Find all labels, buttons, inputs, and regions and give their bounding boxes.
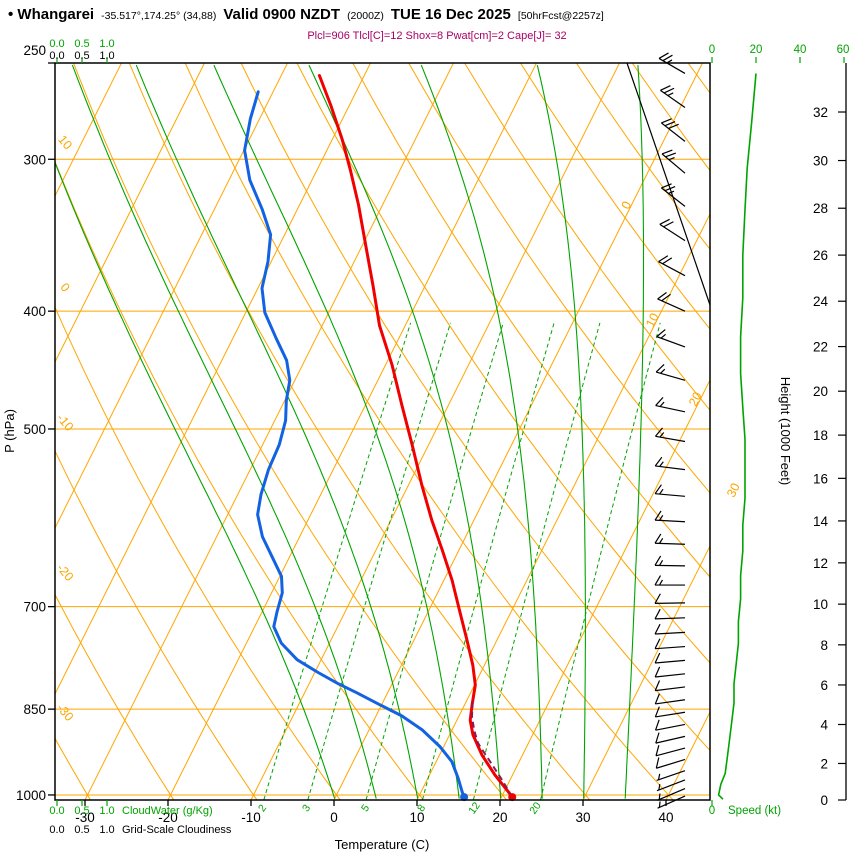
svg-text:28: 28 (813, 201, 828, 216)
svg-text:20: 20 (813, 384, 828, 399)
svg-text:250: 250 (23, 43, 46, 58)
svg-text:10: 10 (55, 133, 75, 153)
svg-text:0.0: 0.0 (49, 805, 64, 817)
svg-text:CloudWater (g/Kg): CloudWater (g/Kg) (122, 805, 213, 817)
svg-text:1000: 1000 (16, 788, 46, 803)
forecast-tag: [50hrFcst@2257z] (517, 10, 604, 22)
svg-text:-10: -10 (241, 810, 261, 825)
svg-text:Grid-Scale Cloudiness: Grid-Scale Cloudiness (122, 824, 232, 836)
svg-text:30: 30 (575, 810, 590, 825)
plot-frame (54, 62, 711, 801)
sounding-curves (243, 74, 514, 799)
svg-text:1.0: 1.0 (99, 805, 114, 817)
svg-text:40: 40 (794, 44, 807, 56)
svg-text:12: 12 (813, 556, 828, 571)
background-grid (55, 63, 710, 800)
svg-text:0.0: 0.0 (49, 38, 64, 50)
svg-text:14: 14 (813, 514, 829, 529)
svg-text:300: 300 (23, 152, 46, 167)
surface-dewpoint-dot (460, 793, 469, 802)
valid-time-utc: (2000Z) (347, 10, 384, 22)
svg-text:24: 24 (813, 294, 829, 309)
svg-text:10: 10 (643, 311, 662, 330)
svg-text:10: 10 (409, 810, 424, 825)
svg-text:16: 16 (813, 471, 828, 486)
station-name: • Whangarei (8, 6, 95, 23)
stability-indices: Plcl=906 Tlcl[C]=12 Shox=8 Pwat[cm]=2 Ca… (307, 30, 567, 42)
station-coords: -35.517°,174.25° (34,88) (101, 10, 217, 22)
svg-text:40: 40 (658, 810, 673, 825)
surface-temp-dot (508, 793, 517, 802)
svg-text:0: 0 (709, 805, 715, 817)
svg-text:0: 0 (820, 793, 828, 808)
svg-text:0.0: 0.0 (49, 824, 64, 836)
svg-text:5: 5 (359, 802, 372, 814)
svg-text:20: 20 (750, 44, 763, 56)
svg-text:0.0: 0.0 (49, 50, 64, 62)
svg-text:12: 12 (466, 800, 483, 817)
svg-text:8: 8 (415, 802, 428, 814)
svg-text:4: 4 (820, 717, 828, 732)
svg-text:60: 60 (837, 44, 850, 56)
svg-text:22: 22 (813, 340, 828, 355)
panel-divider (626, 62, 711, 306)
dewpoint-curve (243, 90, 466, 799)
svg-text:0: 0 (619, 199, 635, 212)
svg-text:850: 850 (23, 702, 46, 717)
svg-text:1.0: 1.0 (99, 50, 114, 62)
svg-text:1.0: 1.0 (99, 38, 114, 50)
svg-text:2: 2 (820, 756, 828, 771)
svg-text:30: 30 (813, 154, 828, 169)
svg-text:30: 30 (724, 481, 743, 500)
svg-text:18: 18 (813, 428, 828, 443)
svg-text:2: 2 (256, 802, 269, 814)
svg-text:10: 10 (813, 597, 828, 612)
svg-text:3: 3 (300, 802, 313, 814)
svg-text:32: 32 (813, 105, 828, 120)
svg-text:-30: -30 (54, 701, 76, 724)
speed-profile (717, 73, 757, 800)
svg-text:400: 400 (23, 304, 46, 319)
svg-text:Height (1000 Feet): Height (1000 Feet) (778, 377, 793, 485)
svg-text:8: 8 (820, 638, 828, 653)
wind-barbs (654, 52, 686, 809)
svg-text:20: 20 (492, 810, 507, 825)
svg-text:500: 500 (23, 422, 46, 437)
svg-text:20: 20 (686, 390, 705, 409)
svg-text:Speed (kt): Speed (kt) (728, 805, 781, 817)
svg-text:6: 6 (820, 678, 828, 693)
svg-text:0.5: 0.5 (74, 805, 89, 817)
svg-text:26: 26 (813, 248, 828, 263)
title-bar: • Whangarei -35.517°,174.25° (34,88) Val… (8, 6, 604, 23)
svg-text:0.5: 0.5 (74, 38, 89, 50)
svg-text:700: 700 (23, 600, 46, 615)
svg-text:-20: -20 (54, 561, 76, 584)
parcel-path (470, 700, 514, 798)
svg-text:0: 0 (709, 44, 715, 56)
svg-text:-20: -20 (158, 810, 178, 825)
valid-date: TUE 16 Dec 2025 (390, 6, 511, 23)
valid-time: Valid 0900 NZDT (223, 6, 341, 23)
svg-text:1.0: 1.0 (99, 824, 114, 836)
svg-text:0.5: 0.5 (74, 824, 89, 836)
temperature-curve (317, 74, 514, 799)
svg-text:Temperature (C): Temperature (C) (335, 837, 430, 852)
svg-text:-10: -10 (54, 411, 76, 434)
svg-text:P (hPa): P (hPa) (2, 409, 17, 453)
svg-text:-30: -30 (75, 810, 95, 825)
svg-text:20: 20 (527, 800, 544, 817)
svg-text:0.5: 0.5 (74, 50, 89, 62)
svg-text:0: 0 (330, 810, 338, 825)
svg-text:0: 0 (57, 280, 72, 294)
